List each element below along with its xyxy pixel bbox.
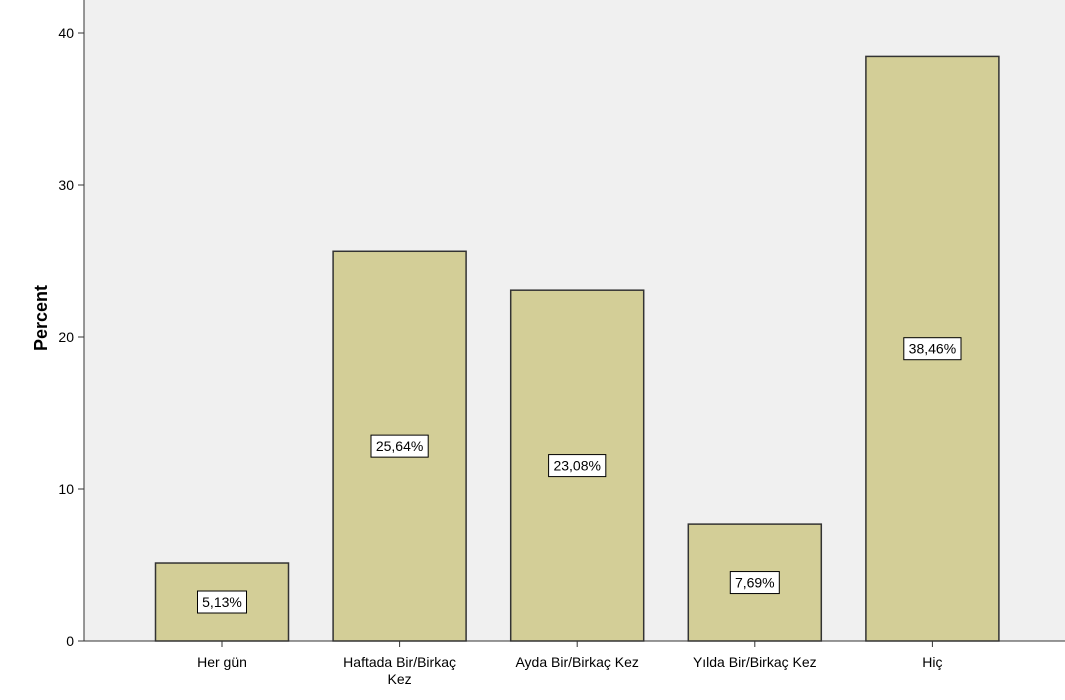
y-tick-label: 20 [58,329,74,345]
data-label: 25,64% [376,438,423,454]
y-tick-label: 40 [58,25,74,41]
y-axis: 0 10 20 30 40 [58,0,85,649]
data-labels: 5,13% 25,64% 23,08% 7,69% 38,46% [197,337,962,614]
data-label-box [903,337,962,361]
y-tick-label: 30 [58,177,74,193]
data-label-box [729,571,780,595]
data-label-box [548,454,607,478]
category-label: Yılda Bir/Birkaç Kez [693,654,817,670]
x-axis [84,640,1065,647]
data-label: 38,46% [909,341,956,357]
category-label: Kez [388,671,412,687]
data-label: 7,69% [735,575,775,591]
category-label: Hiç [922,654,942,670]
data-label: 23,08% [553,458,600,474]
category-label: Haftada Bir/Birkaç [343,654,456,670]
data-label-box [370,434,429,458]
data-label: 5,13% [202,594,242,610]
data-label-box [197,590,247,614]
category-label: Her gün [197,654,247,670]
y-axis-title: Percent [31,285,51,351]
category-label: Ayda Bir/Birkaç Kez [515,654,638,670]
y-tick-label: 10 [58,481,74,497]
bars [154,55,1000,642]
y-tick-label: 0 [66,633,74,649]
